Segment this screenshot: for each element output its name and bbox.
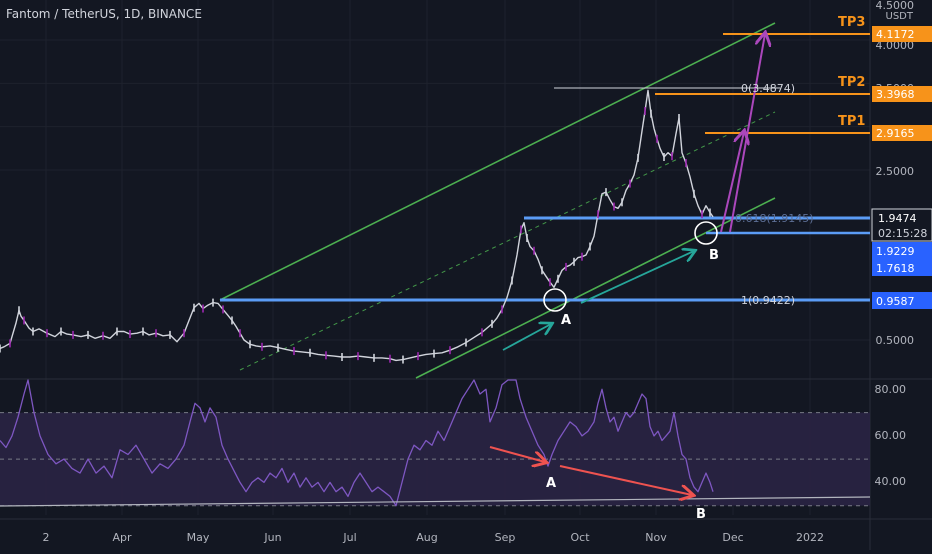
y-axis-unit: USDT <box>886 11 914 22</box>
level-0.9587-price-text: 0.9587 <box>876 295 915 308</box>
trend-arrow-1 <box>502 324 551 351</box>
rsi-trendline <box>0 496 871 507</box>
rsi-point-a-label: A <box>546 476 556 491</box>
level-1.7618-price-text: 1.7618 <box>876 262 915 275</box>
rsi-line <box>0 379 714 507</box>
rsi-tick-label: 80.00 <box>875 383 907 396</box>
target-arrow-tp1 <box>720 132 744 233</box>
target-arrow-tp3 <box>729 34 765 233</box>
rsi-tick-label: 40.00 <box>875 475 907 488</box>
rsi-point-b-label: B <box>696 507 706 522</box>
y-tick-label: 0.5000 <box>876 334 915 347</box>
tp2-price-text: 3.3968 <box>876 88 915 101</box>
y-tick-label: 4.0000 <box>876 39 915 52</box>
tp3-price-box <box>872 26 932 42</box>
level-1.7618-price-box <box>872 259 932 276</box>
x-tick-label: 2022 <box>796 531 824 544</box>
point-a-label: A <box>561 313 571 328</box>
current-price-box <box>871 208 932 242</box>
x-tick-label: Oct <box>570 531 590 544</box>
channel-mid-line <box>239 111 776 371</box>
y-tick-label: 2.5000 <box>876 165 915 178</box>
point-b-circle <box>694 221 718 245</box>
tp1-price-text: 2.9165 <box>876 127 915 140</box>
x-tick-label: Jun <box>263 531 281 544</box>
x-tick-label: Apr <box>112 531 132 544</box>
x-tick-label: Nov <box>645 531 667 544</box>
point-b-label: B <box>709 248 719 263</box>
divergence-arrow-1 <box>489 446 545 462</box>
current-price-text: 1.9474 <box>878 212 917 225</box>
x-tick-label: 2 <box>43 531 50 544</box>
tp1-price-box <box>872 125 932 141</box>
tp2-price-box <box>872 86 932 102</box>
tp-label-tp3: TP3 <box>838 15 865 30</box>
x-tick-label: Sep <box>495 531 516 544</box>
y-tick-label: 4.5000 <box>876 0 915 12</box>
divergence-arrow-2 <box>559 465 692 495</box>
trend-arrow-2 <box>580 251 694 304</box>
rsi-tick-label: 60.00 <box>875 429 907 442</box>
countdown-text: 02:15:28 <box>878 227 927 240</box>
x-tick-label: Dec <box>722 531 743 544</box>
tp-label-tp2: TP2 <box>838 75 865 90</box>
level-1.9229-price-box <box>872 242 932 259</box>
x-tick-label: May <box>187 531 210 544</box>
fib-label-1: 1(0.9422) <box>741 294 795 307</box>
symbol-title: Fantom / TetherUS, 1D, BINANCE <box>6 7 202 21</box>
tp3-price-text: 4.1172 <box>876 28 915 41</box>
x-tick-label: Jul <box>342 531 356 544</box>
fib-label-0: 0(3.4874) <box>741 82 795 95</box>
level-1.9229-price-text: 1.9229 <box>876 245 915 258</box>
level-0.9587-price-box <box>872 292 932 309</box>
x-tick-label: Aug <box>416 531 437 544</box>
channel-upper-line <box>219 22 776 301</box>
fib-label-0618: 0.618(1.9145) <box>735 212 814 225</box>
price-series-line <box>0 89 714 362</box>
point-a-circle <box>543 288 567 312</box>
tp-label-tp1: TP1 <box>838 114 865 129</box>
